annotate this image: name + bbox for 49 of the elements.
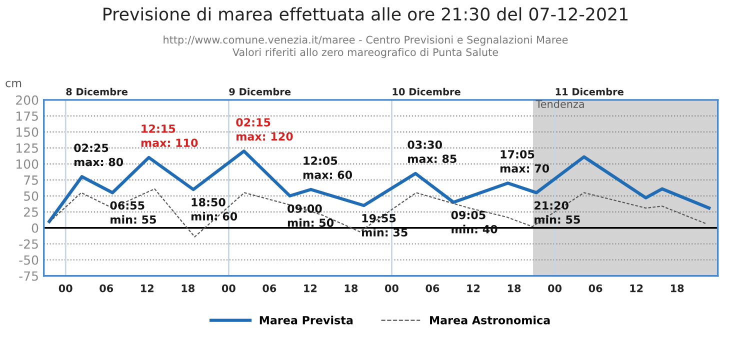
y-tick-label: 175 — [16, 112, 38, 121]
annotation: 12:05 max: 60 — [303, 156, 352, 180]
x-tick-label: 06 — [588, 284, 602, 292]
x-tick-label: 18 — [508, 284, 521, 292]
annotation: 06:55 min: 55 — [110, 201, 156, 224]
x-tick-label: 00 — [384, 284, 398, 292]
x-tick-label: 18 — [182, 284, 194, 292]
x-tick-label: 00 — [58, 284, 72, 292]
band-label: Tendenza — [536, 100, 584, 108]
y-tick-label: 25 — [24, 207, 38, 217]
x-tick-label: 12 — [630, 284, 643, 292]
y-tick-label: 50 — [24, 191, 38, 201]
ref-line-label: 11 Dicembre — [556, 88, 624, 96]
x-tick-label: 06 — [100, 284, 114, 292]
annotation: 03:30 max: 85 — [408, 140, 456, 164]
ref-line-label: 8 Dicembre — [66, 88, 128, 96]
y-tick-label: -50 — [19, 255, 38, 265]
x-tick-label: 18 — [344, 284, 358, 292]
annotation: 18:50 min: 60 — [191, 198, 238, 221]
ref-line-label: 9 Dicembre — [229, 88, 291, 96]
y-tick-label: 0 — [32, 223, 38, 233]
legend-label: Marea Prevista — [260, 316, 353, 324]
line-series — [48, 188, 708, 238]
annotation: 21:20 min: 55 — [534, 201, 580, 224]
y-tick-label: 150 — [16, 127, 38, 137]
annotation: 02:15 max: 120 — [236, 118, 293, 141]
x-tick-label: 12 — [141, 284, 154, 292]
x-tick-label: 06 — [262, 284, 276, 292]
annotation: 02:25 max: 80 — [74, 144, 124, 166]
y-tick-label: -75 — [19, 272, 38, 281]
x-tick-label: 12 — [467, 284, 480, 292]
x-tick-label: 00 — [548, 284, 562, 292]
annotation: 12:15 max: 110 — [141, 124, 198, 148]
chart-title: Previsione di marea effettuata alle ore 21:30 del 07-12-2021 — [104, 7, 628, 21]
x-tick-label: 00 — [222, 284, 236, 292]
y-tick-label: 200 — [16, 95, 38, 105]
annotation: 17:05 max: 70 — [500, 150, 550, 173]
y-tick-label: -25 — [19, 239, 38, 249]
annotation: 19:55 min: 35 — [362, 214, 408, 237]
legend-label: Marea Astronomica — [430, 316, 550, 324]
x-tick-label: 06 — [426, 284, 440, 292]
y-tick-label: 100 — [16, 159, 38, 169]
ref-line-label: 10 Dicembre — [392, 88, 460, 96]
y-tick-label: 125 — [16, 143, 38, 153]
y-tick-label: 75 — [24, 176, 38, 185]
chart-subtitle: http://www.comune.venezia.it/maree - Centro Previsioni e Segnalazioni Maree Valori riferiti allo zero mareografico di Punta Salute — [164, 36, 568, 58]
y-axis-title: cm — [6, 80, 22, 88]
x-tick-label: 18 — [671, 284, 684, 292]
x-tick-label: 12 — [304, 284, 317, 292]
